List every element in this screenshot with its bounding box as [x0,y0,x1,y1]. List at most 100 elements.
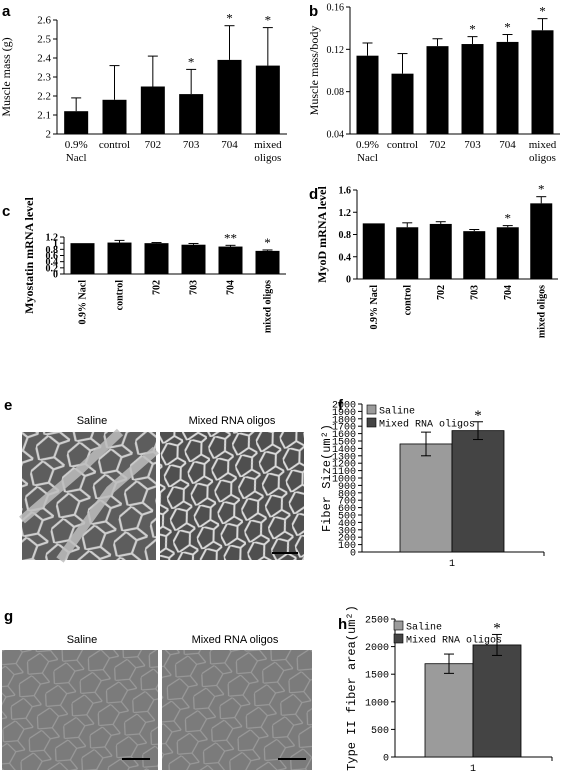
h-significance: * [493,620,501,636]
d-ytick-label: 1.6 [339,186,352,197]
f-legend-swatch-0 [366,404,377,415]
d-xtick-label: 702 [436,285,447,300]
h-legend-swatch-0 [393,620,404,631]
c-ylabel: Myostatin mRNA level [22,197,36,314]
micrograph-e-oligos [160,432,304,560]
c-bar-0 [70,243,95,274]
h-legend-label-1: Mixed RNA oligos [406,635,502,647]
f-legend-swatch-1 [366,417,377,428]
micrograph-g-saline [2,650,158,770]
f-ytick-label: 900 [338,482,356,493]
a-bar-4 [217,59,242,134]
f-ytick-label: 800 [338,489,356,500]
b-bar-2 [426,46,449,134]
micrograph-e-saline [22,432,156,560]
micrograph-e-left-title: Saline [77,415,108,427]
f-ytick-label: 1700 [332,423,356,434]
panel-label-a: a [2,3,11,20]
c-significance: * [264,235,271,250]
d-bar-5 [530,203,553,279]
a-xtick-label: 0.9% [65,139,88,151]
a-xtick-label: 704 [221,139,238,151]
c-bar-5 [255,250,280,274]
a-xtick-label: control [99,139,130,151]
a-ytick-label: 2.2 [37,91,51,103]
c-bar-1 [107,242,132,274]
a-bar-5 [255,65,280,134]
c-significance: ** [224,230,237,245]
a-xtick-label: Nacl [66,152,87,164]
f-ytick-label: 1600 [332,430,356,441]
d-xtick-label: 0.9% Nacl [369,285,380,330]
b-significance: * [504,20,511,35]
f-ytick-label: 100 [338,541,356,552]
panel-label-c: c [2,203,10,220]
b-ylabel: Muscle mass/body [307,26,321,116]
f-bar-1 [451,430,505,553]
d-xtick-label: mixed oligos [536,285,547,338]
micrograph-g-right-title: Mixed RNA oligos [192,634,279,646]
f-ytick-label: 0 [350,549,356,560]
chart-h-type2-fiber-area: 0 500 1000 1500 2000 2500 Type II fiber area(u… [345,605,553,772]
b-xtick-label: 0.9% [356,139,379,151]
h-ytick-label: 0 [383,754,389,765]
h-legend-swatch-1 [393,633,404,644]
b-xtick-label: 704 [499,139,516,151]
panel-label-e: e [4,397,12,414]
h-ytick-label: 500 [371,726,389,737]
d-significance: * [505,211,512,226]
panel-label-g: g [4,608,13,625]
b-bar-1 [391,73,414,134]
b-ytick-label: 0.16 [327,3,345,14]
d-ytick-label: 0 [346,275,351,286]
c-ytick-label: 1 [53,239,58,250]
b-bar-4 [496,41,519,134]
a-xtick-label: mixed [254,139,282,151]
panel-label-d: d [309,186,318,203]
f-legend-label-1: Mixed RNA oligos [379,419,475,431]
a-ytick-label: 2.4 [37,53,51,65]
b-significance: * [539,4,546,19]
a-xtick-label: oligos [254,152,281,164]
f-significance: * [474,408,482,424]
h-bar-0 [424,663,474,758]
f-bar-0 [399,443,453,553]
a-ytick-label: 2 [46,129,52,141]
h-xtick-label: 1 [470,764,476,772]
b-ytick-label: 0.12 [327,45,345,56]
a-bar-2 [140,86,165,134]
a-ytick-label: 2.1 [37,110,51,122]
h-bar-1 [472,644,522,758]
h-ylabel: Type II fiber area(um²) [345,605,359,771]
d-xtick-label: 703 [469,285,480,300]
b-bar-3 [461,44,484,134]
d-ylabel: MyoD mRNA level [315,186,329,283]
chart-d-myod: 0 0.4 0.8 1.2 1.6 MyoD mRNA level 0.9% Nacl con… [315,182,558,338]
b-xtick-label: Nacl [357,152,378,164]
a-ytick-label: 2.3 [37,72,51,84]
a-significance: * [226,11,233,26]
h-ytick-label: 1000 [365,698,389,709]
chart-a-muscle-mass: 2 2.1 2.2 2.3 2.4 2.5 2.6 Muscle mass (g) 0.9%Na… [0,11,287,164]
a-significance: * [188,54,195,69]
f-legend-label-0: Saline [379,406,415,418]
micrograph-g-oligos [162,650,312,770]
h-ytick-label: 1500 [365,671,389,682]
panel-label-h: h [338,616,347,633]
f-ytick-label: 1900 [332,408,356,419]
f-ytick-label: 600 [338,504,356,515]
d-bar-4 [496,227,519,279]
f-ytick-label: 700 [338,497,356,508]
c-bar-3 [181,244,206,274]
a-bar-0 [64,111,89,134]
h-ytick-label: 2500 [365,616,389,627]
c-ytick-label: 0.2 [46,263,59,274]
b-xtick-label: 702 [429,139,446,151]
a-ytick-label: 2.6 [37,15,51,27]
micrograph-g-left-title: Saline [67,634,98,646]
d-xtick-label: control [402,285,413,316]
f-ytick-label: 500 [338,512,356,523]
d-ytick-label: 0.4 [339,252,352,263]
f-ytick-label: 400 [338,519,356,530]
